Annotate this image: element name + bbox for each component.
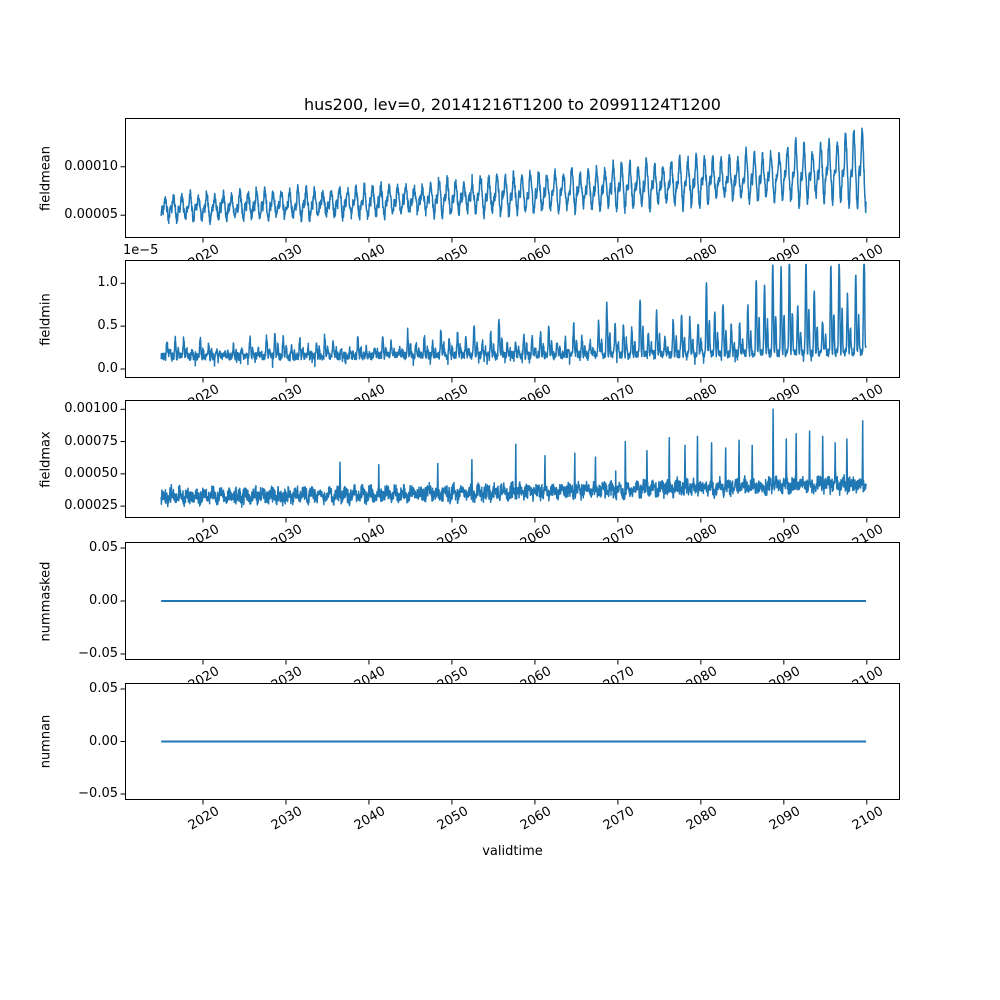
plot-title: hus200, lev=0, 20141216T1200 to 20991124… [304,95,721,114]
x-tick-label: 2060 [517,803,554,834]
x-tick-label: 2040 [351,803,388,834]
y-tick-label-fieldmax: 0.00075 [64,433,118,449]
axes-frame [125,260,900,378]
y-tick-label-nummasked: 0.05 [89,540,118,556]
series-line-fieldmean [160,127,867,226]
x-tick-label: 2050 [434,803,471,834]
x-axis-label: validtime [482,844,543,859]
y-tick-label-fieldmax: 0.00025 [64,498,118,514]
y-tick-label-nummasked: −0.05 [78,645,118,661]
x-tick-label: 2080 [683,803,720,834]
y-axis-label-fieldmean: fieldmean [38,145,54,211]
x-tick-label: 2090 [766,803,803,834]
y-tick-label-fieldmax: 0.00100 [64,401,118,417]
axes-frame [125,400,900,518]
y-tick-label-fieldmin: 1.0 [97,275,118,291]
y-axis-offset-text-1e-5: 1e−5 [123,243,159,258]
y-tick-label-fieldmean: 0.00005 [64,207,118,223]
subplot-fieldmin-plot-area [120,260,900,383]
series-line-fieldmin [160,263,867,369]
y-tick-label-fieldmax: 0.00050 [64,465,118,481]
y-tick-label-numnan: −0.05 [78,786,118,801]
y-tick-label-numnan: 0.00 [89,733,118,749]
series-line-fieldmax [160,408,867,508]
x-tick-label: 2100 [849,803,886,834]
x-tick-label: 2020 [185,803,222,834]
subplot-numnan-plot-area [120,683,900,805]
x-tick-label: 2030 [268,803,305,834]
x-tick-label: 2070 [600,803,637,834]
y-tick-label-fieldmin: 0.0 [97,361,118,376]
subplot-fieldmax-axes [120,400,900,523]
y-tick-label-numnan: 0.05 [89,680,118,696]
subplot-numnan-axes [120,683,900,805]
subplot-fieldmax-plot-area [120,400,900,523]
y-tick-label-fieldmean: 0.00010 [64,158,118,174]
subplot-fieldmean-axes [120,118,900,243]
subplot-fieldmean-plot-area [120,118,900,243]
axes-frame [125,118,900,238]
subplot-nummasked-plot-area [120,542,900,665]
subplot-fieldmin-axes [120,260,900,383]
subplot-nummasked-axes [120,542,900,665]
axes-frame [125,683,900,800]
axes-frame [125,542,900,660]
y-tick-label-nummasked: 0.00 [89,593,118,608]
y-tick-label-fieldmin: 0.5 [97,318,118,334]
